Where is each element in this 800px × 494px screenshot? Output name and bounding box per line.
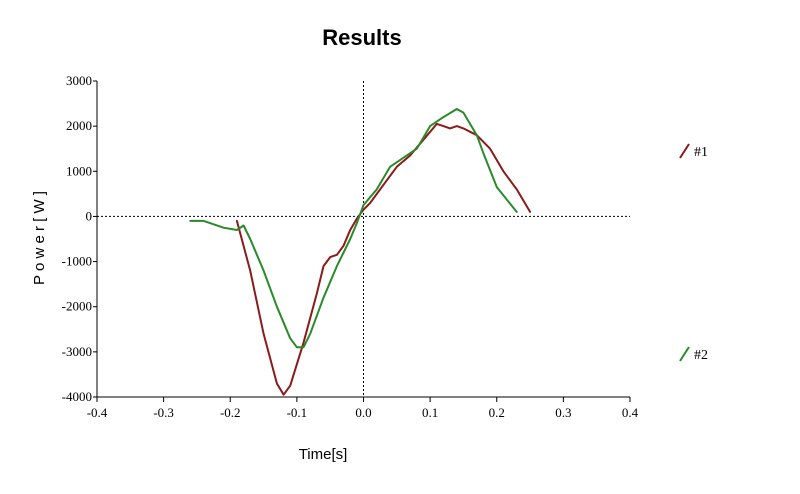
x-tick-label: 0.0 bbox=[355, 405, 371, 420]
chart-title: Results bbox=[322, 25, 401, 50]
x-tick-label: 0.1 bbox=[422, 405, 438, 420]
legend-label-2: #2 bbox=[694, 348, 708, 363]
series-line-2 bbox=[189, 108, 518, 349]
y-axis-ticks: 3000 2000 1000 0 -1000 -2000 -3000 -4000 bbox=[62, 73, 97, 404]
legend-swatch-2 bbox=[679, 346, 690, 362]
x-axis-label: Time[s] bbox=[299, 446, 348, 463]
y-tick-label: -4000 bbox=[62, 389, 92, 404]
x-axis-ticks: -0.4 -0.3 -0.2 -0.1 0.0 0.1 0.2 0.3 0.4 bbox=[87, 397, 639, 420]
series-lines bbox=[189, 108, 532, 396]
x-tick-label: 0.3 bbox=[555, 405, 571, 420]
y-axis-label: P o w e r [ W ] bbox=[31, 191, 48, 285]
legend-label-1: #1 bbox=[694, 145, 708, 160]
y-tick-label: -2000 bbox=[62, 299, 92, 314]
y-tick-label: -1000 bbox=[62, 254, 92, 269]
x-tick-label: 0.4 bbox=[622, 405, 639, 420]
x-tick-label: -0.3 bbox=[153, 405, 174, 420]
legend-swatch-1 bbox=[679, 143, 690, 159]
x-tick-label: -0.2 bbox=[220, 405, 241, 420]
legend: #1 #2 bbox=[679, 143, 708, 363]
y-tick-label: 1000 bbox=[66, 163, 92, 178]
y-tick-label: 3000 bbox=[66, 73, 92, 88]
x-tick-label: 0.2 bbox=[489, 405, 505, 420]
y-tick-label: 0 bbox=[86, 208, 93, 223]
x-tick-label: -0.1 bbox=[287, 405, 308, 420]
y-tick-label: 2000 bbox=[66, 118, 92, 133]
series-line-1 bbox=[235, 122, 532, 396]
reference-lines bbox=[97, 81, 630, 397]
x-tick-label: -0.4 bbox=[87, 405, 108, 420]
y-tick-label: -3000 bbox=[62, 344, 92, 359]
